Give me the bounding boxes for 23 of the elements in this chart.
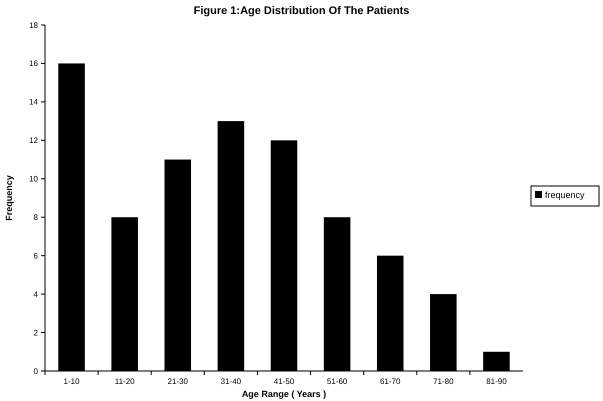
x-tick-label: 61-70 <box>380 377 401 386</box>
x-axis-title: Age Range ( Years ) <box>242 389 326 399</box>
y-tick-label: 10 <box>29 174 39 184</box>
x-tick-label: 41-50 <box>274 377 295 386</box>
y-tick-label: 14 <box>29 98 39 107</box>
x-tick-label: 51-60 <box>326 377 348 386</box>
y-tick-label: 16 <box>29 59 39 68</box>
x-tick-label: 11-20 <box>114 377 136 386</box>
chart-title: Figure 1:Age Distribution Of The Patients <box>194 5 410 17</box>
y-tick-label: 6 <box>34 251 39 260</box>
x-tick-label: 21-30 <box>168 377 189 386</box>
y-tick-label: 18 <box>29 20 39 30</box>
y-tick-label: 12 <box>29 136 39 146</box>
x-tick-label: 81-90 <box>486 377 508 386</box>
y-tick-label: 4 <box>34 290 39 299</box>
y-tick-label: 8 <box>34 213 39 222</box>
y-tick-label: 0 <box>34 366 39 376</box>
x-tick-label: 31-40 <box>220 377 242 386</box>
y-axis-title: Frequency <box>4 175 14 221</box>
legend-label: frequency <box>545 190 586 200</box>
x-tick-label: 1-10 <box>64 377 80 386</box>
y-tick-label: 2 <box>34 328 39 338</box>
x-tick-label: 71-80 <box>433 377 454 386</box>
